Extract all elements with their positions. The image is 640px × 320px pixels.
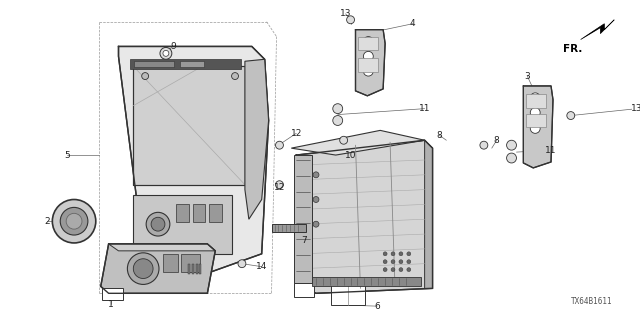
Text: 4: 4 bbox=[410, 19, 415, 28]
Circle shape bbox=[399, 260, 403, 264]
Text: 9: 9 bbox=[170, 42, 176, 51]
Polygon shape bbox=[109, 244, 215, 251]
Circle shape bbox=[340, 136, 348, 144]
Bar bbox=[526, 114, 546, 127]
Text: 11: 11 bbox=[545, 146, 557, 155]
Circle shape bbox=[146, 212, 170, 236]
Circle shape bbox=[333, 116, 342, 125]
Circle shape bbox=[347, 16, 355, 24]
Text: 13: 13 bbox=[340, 9, 351, 18]
Polygon shape bbox=[133, 66, 245, 185]
Circle shape bbox=[383, 252, 387, 256]
Circle shape bbox=[507, 140, 516, 150]
Text: FR.: FR. bbox=[563, 44, 582, 54]
Text: 14: 14 bbox=[256, 262, 268, 271]
Bar bbox=[193, 204, 205, 222]
Text: 11: 11 bbox=[419, 104, 430, 113]
Text: 2: 2 bbox=[45, 217, 50, 226]
Circle shape bbox=[507, 153, 516, 163]
Circle shape bbox=[60, 207, 88, 235]
Circle shape bbox=[383, 260, 387, 264]
Polygon shape bbox=[118, 46, 269, 278]
Circle shape bbox=[313, 221, 319, 227]
Circle shape bbox=[364, 66, 373, 76]
Text: 10: 10 bbox=[345, 151, 356, 160]
Bar bbox=[163, 254, 178, 272]
Circle shape bbox=[364, 52, 373, 61]
Polygon shape bbox=[524, 86, 553, 168]
Circle shape bbox=[391, 268, 395, 272]
Bar bbox=[191, 264, 193, 274]
Circle shape bbox=[399, 252, 403, 256]
Text: 5: 5 bbox=[64, 151, 70, 160]
Circle shape bbox=[151, 217, 165, 231]
Text: 1: 1 bbox=[108, 300, 113, 309]
Circle shape bbox=[275, 181, 284, 188]
Circle shape bbox=[531, 93, 540, 103]
Circle shape bbox=[407, 252, 411, 256]
Circle shape bbox=[407, 260, 411, 264]
Circle shape bbox=[364, 36, 373, 46]
Bar bbox=[271, 224, 306, 232]
Text: 12: 12 bbox=[291, 129, 302, 138]
Circle shape bbox=[313, 172, 319, 178]
Circle shape bbox=[333, 104, 342, 114]
Bar bbox=[180, 254, 200, 272]
Polygon shape bbox=[291, 130, 424, 155]
Bar bbox=[526, 94, 546, 108]
Bar bbox=[358, 36, 378, 50]
Circle shape bbox=[531, 124, 540, 133]
Bar bbox=[180, 61, 204, 67]
Bar bbox=[131, 59, 241, 69]
Polygon shape bbox=[580, 20, 614, 40]
Bar bbox=[209, 204, 222, 222]
Bar bbox=[102, 288, 124, 300]
Circle shape bbox=[133, 259, 153, 278]
Bar bbox=[196, 264, 198, 274]
Circle shape bbox=[531, 108, 540, 117]
Circle shape bbox=[141, 73, 148, 79]
Text: 12: 12 bbox=[274, 183, 285, 192]
Circle shape bbox=[391, 260, 395, 264]
Circle shape bbox=[567, 112, 575, 119]
Circle shape bbox=[66, 213, 82, 229]
Circle shape bbox=[52, 199, 96, 243]
Text: 8: 8 bbox=[494, 136, 500, 145]
Circle shape bbox=[160, 47, 172, 59]
Text: 6: 6 bbox=[374, 302, 380, 311]
Text: 3: 3 bbox=[524, 72, 530, 81]
Bar bbox=[294, 155, 312, 284]
Bar bbox=[188, 264, 189, 274]
Circle shape bbox=[399, 268, 403, 272]
Bar bbox=[294, 284, 314, 297]
Polygon shape bbox=[355, 30, 385, 96]
Bar bbox=[331, 284, 365, 305]
Circle shape bbox=[163, 50, 169, 56]
Circle shape bbox=[127, 253, 159, 284]
Polygon shape bbox=[296, 140, 433, 293]
Circle shape bbox=[480, 141, 488, 149]
Circle shape bbox=[391, 252, 395, 256]
Circle shape bbox=[238, 260, 246, 268]
Bar bbox=[176, 204, 189, 222]
Circle shape bbox=[232, 73, 239, 79]
Polygon shape bbox=[424, 140, 433, 288]
Circle shape bbox=[275, 141, 284, 149]
Text: 13: 13 bbox=[631, 104, 640, 113]
Bar bbox=[358, 58, 378, 72]
Bar bbox=[312, 276, 420, 286]
Bar bbox=[200, 264, 202, 274]
Circle shape bbox=[313, 196, 319, 203]
Bar bbox=[133, 195, 232, 254]
Circle shape bbox=[407, 268, 411, 272]
Text: 8: 8 bbox=[436, 131, 442, 140]
Text: 7: 7 bbox=[301, 236, 307, 245]
Circle shape bbox=[383, 268, 387, 272]
Polygon shape bbox=[245, 59, 269, 219]
Bar bbox=[134, 61, 174, 67]
Text: TX64B1611: TX64B1611 bbox=[571, 297, 612, 306]
Polygon shape bbox=[100, 244, 215, 293]
